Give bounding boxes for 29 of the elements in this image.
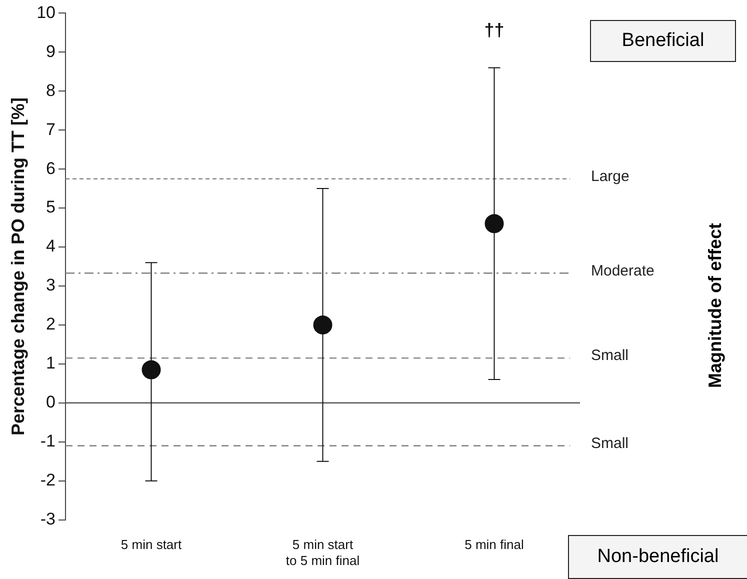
point bbox=[484, 214, 504, 234]
x-tick-label: 5 min final bbox=[464, 537, 524, 552]
y-tick-label: -1 bbox=[40, 432, 56, 451]
y-tick-label: 1 bbox=[46, 354, 56, 373]
y-tick-label: 0 bbox=[46, 392, 56, 412]
x-tick-label: 5 min start to 5 min final bbox=[286, 537, 360, 568]
y-tick-label: 8 bbox=[46, 80, 56, 100]
y-tick-label: 3 bbox=[46, 276, 56, 295]
ref-line-label: Small bbox=[591, 347, 629, 364]
y-tick-label: -3 bbox=[40, 509, 56, 528]
x-tick-label: 5 min start bbox=[120, 537, 182, 552]
text: Beneficial bbox=[590, 20, 736, 62]
y-axis-title: Percentage change in PO during TT [%] bbox=[8, 97, 28, 436]
text: Non-beneficial bbox=[568, 535, 747, 579]
ref-line-label: Moderate bbox=[591, 262, 654, 280]
y-tick-label: 9 bbox=[46, 42, 56, 61]
y-tick-label: 2 bbox=[46, 314, 56, 334]
y-tick-label: 10 bbox=[36, 2, 56, 22]
point bbox=[142, 360, 161, 380]
y-tick-label: 5 bbox=[46, 198, 56, 217]
point bbox=[313, 315, 332, 334]
y-tick-label: -2 bbox=[40, 470, 56, 490]
y-tick-label: 4 bbox=[46, 236, 56, 256]
y-tick-label: 6 bbox=[46, 158, 56, 178]
ref-line-label: Large bbox=[591, 168, 630, 185]
annotation: †† bbox=[484, 20, 504, 41]
ref-line-label: Small bbox=[591, 434, 629, 452]
text: Magnitude of effect bbox=[704, 222, 726, 388]
y-tick-label: 7 bbox=[46, 120, 56, 139]
